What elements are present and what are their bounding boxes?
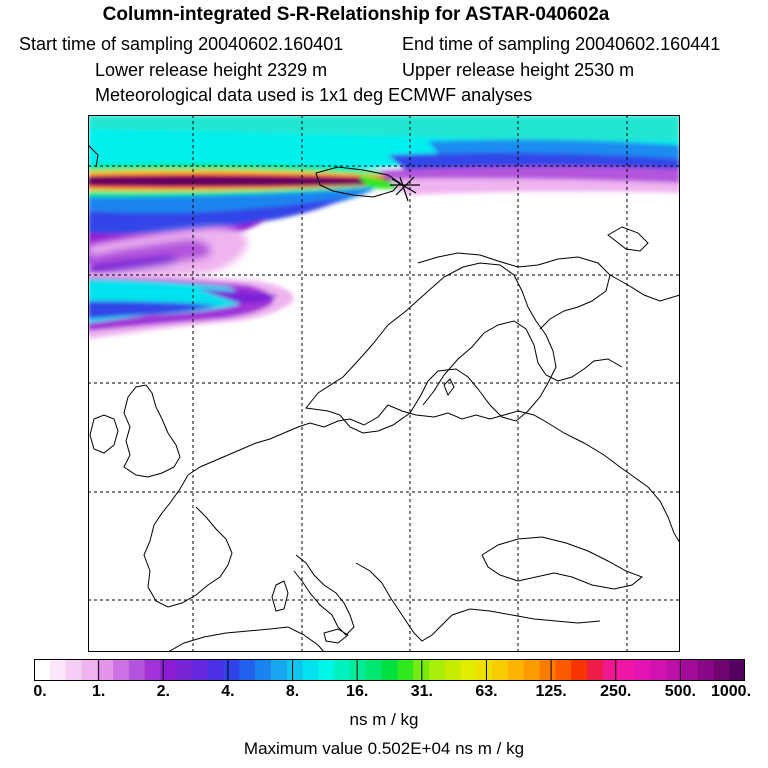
color-scale-swatch — [113, 659, 130, 681]
color-scale-tick-label: 16. — [346, 683, 369, 700]
north-africa-coast — [167, 626, 325, 652]
color-scale-swatch — [318, 659, 335, 681]
color-scale-swatch — [334, 659, 351, 681]
color-scale-frame — [34, 659, 745, 681]
color-scale-swatch — [65, 659, 82, 681]
units-label: ns m / kg — [349, 710, 419, 729]
sicily-coast — [323, 628, 349, 644]
color-scale-swatch — [176, 659, 193, 681]
color-scale-swatch — [192, 659, 209, 681]
release-site-icon — [390, 176, 420, 202]
kola-coast — [417, 252, 611, 330]
color-scale-swatch — [508, 659, 525, 681]
color-scale-swatch — [666, 659, 683, 681]
color-scale-tick-label: 1000. — [710, 683, 752, 700]
start-time-label: Start time of sampling 20040602.160401 — [19, 34, 344, 54]
color-scale-swatch — [302, 659, 319, 681]
color-scale-tick-label: 1. — [91, 683, 106, 700]
ireland-coast — [89, 414, 119, 454]
lower-release-height-label: Lower release height 2329 m — [95, 60, 328, 80]
upper-release-height-label: Upper release height 2530 m — [402, 60, 635, 80]
color-scale-ticks: 0. 1. 2. 4. 8. 16. 31. 63. 125. 250. 500. 1000. — [0, 683, 768, 705]
color-scale-swatch — [49, 659, 67, 681]
sardinia-coast — [271, 580, 289, 612]
color-scale-bar — [34, 659, 745, 681]
arctic-coast-east — [609, 274, 680, 302]
color-scale-swatch — [34, 659, 51, 681]
color-scale-swatch — [255, 659, 272, 681]
color-scale-swatch — [97, 659, 114, 681]
color-scale-swatch — [365, 659, 383, 681]
color-scale-tick-label: 63. — [475, 683, 498, 700]
color-scale-tick-label: 250. — [600, 683, 632, 700]
color-scale-swatch — [271, 659, 288, 681]
color-scale-tick-label: 2. — [156, 683, 170, 700]
color-scale-swatch — [223, 659, 240, 681]
color-scale-swatch — [571, 659, 588, 681]
meteorological-data-label: Meteorological data used is 1x1 deg ECMW… — [95, 85, 533, 105]
color-scale-swatch — [350, 659, 367, 681]
coastlines — [88, 144, 680, 652]
color-scale-swatch — [144, 659, 161, 681]
color-scale-swatch — [729, 659, 745, 681]
color-scale-swatch — [602, 659, 620, 681]
caspian-coast — [647, 486, 680, 544]
scandinavia-coast — [305, 262, 557, 434]
color-scale-swatch — [239, 659, 256, 681]
color-scale-swatch — [397, 659, 414, 681]
color-scale-swatch — [81, 659, 98, 681]
great-britain-coast — [123, 384, 181, 478]
concentration-field — [88, 115, 680, 339]
anatolia-coast — [451, 608, 601, 624]
color-scale-swatch — [444, 659, 462, 681]
plot-title: Column-integrated S-R-Relationship for A… — [102, 4, 610, 25]
balkans-coast — [355, 562, 453, 642]
color-scale-tick-label: 125. — [535, 683, 567, 700]
color-scale-swatch — [286, 659, 304, 681]
color-scale-swatch — [650, 659, 667, 681]
greenland-fragment — [88, 144, 99, 168]
color-scale-swatch — [207, 659, 225, 681]
map-panel — [88, 115, 680, 652]
color-scale-tick-label: 4. — [221, 683, 235, 700]
europe-coast — [187, 404, 649, 488]
color-scale-tick-label: 31. — [410, 683, 433, 700]
italy-coast — [293, 554, 355, 636]
baltic-coast — [422, 320, 623, 406]
color-scale-swatch — [523, 659, 541, 681]
color-scale-swatch — [634, 659, 651, 681]
gotland-coast — [443, 378, 455, 397]
color-scale-swatch — [587, 659, 604, 681]
color-scale-swatch — [555, 659, 572, 681]
maximum-value-label: Maximum value 0.502E+04 ns m / kg — [243, 739, 525, 758]
color-scale-swatch — [618, 659, 635, 681]
color-scale-swatch — [539, 659, 556, 681]
color-scale-swatch — [460, 659, 477, 681]
color-scale-swatch — [681, 659, 699, 681]
map-frame — [88, 115, 680, 652]
color-scale-tick-label: 500. — [664, 683, 696, 700]
color-scale-tick-label: 0. — [33, 683, 47, 700]
color-scale-tick-label: 8. — [285, 683, 300, 700]
end-time-label: End time of sampling 20040602.160441 — [402, 34, 721, 54]
iberia-coast — [143, 474, 233, 608]
novaya-zemlya-coast — [607, 226, 649, 252]
color-scale-swatch — [697, 659, 714, 681]
color-scale-swatch — [160, 659, 177, 681]
iceland-coast — [315, 166, 401, 198]
color-scale-swatch — [128, 659, 146, 681]
color-scale-swatch — [492, 659, 509, 681]
color-scale-swatch — [713, 659, 730, 681]
color-scale-swatch — [381, 659, 398, 681]
color-scale-swatch — [429, 659, 446, 681]
black-sea-coast — [481, 536, 643, 590]
color-scale-swatch — [476, 659, 493, 681]
